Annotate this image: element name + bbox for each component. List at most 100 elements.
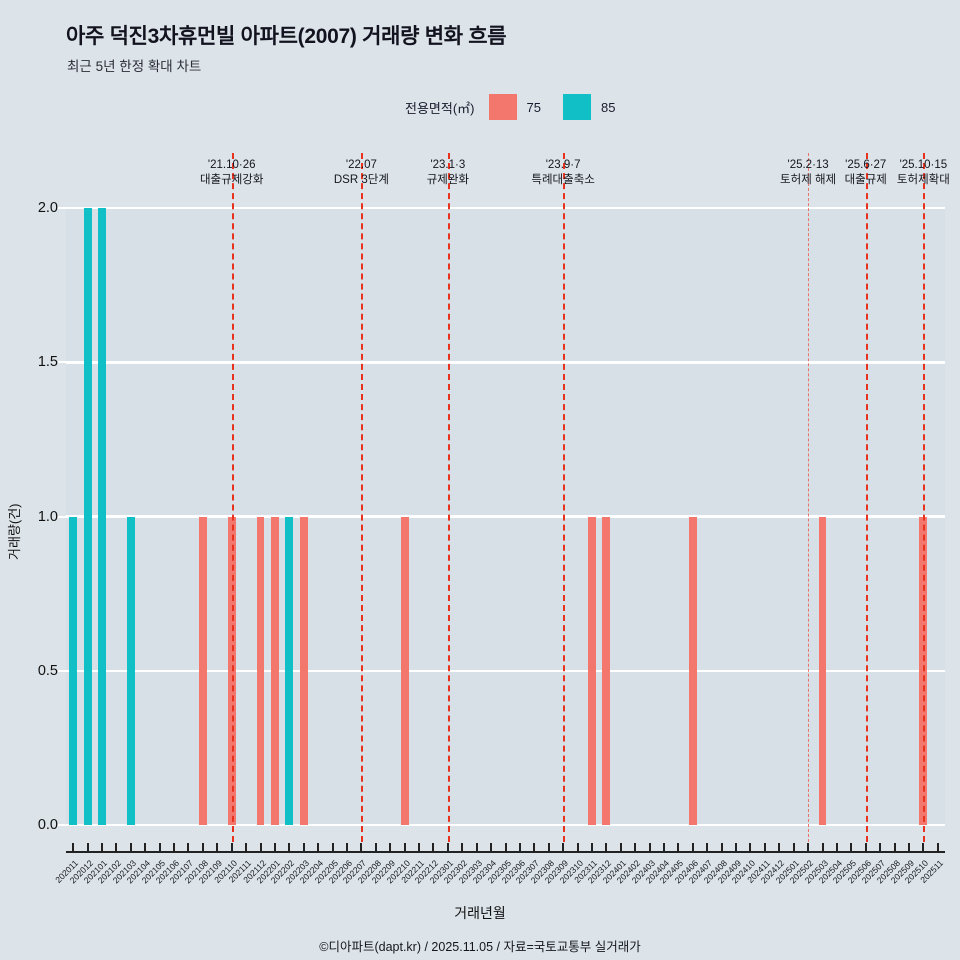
event-text: 대출규제 [844,174,887,186]
event-text: 특례대출축소 [531,174,595,186]
x-tick-mark [273,843,276,852]
event-line-202510 [923,153,926,842]
x-tick-mark [763,843,766,852]
x-tick-mark [345,843,348,852]
x-tick-mark [879,843,882,852]
y-tick-mark [58,515,66,518]
x-tick-mark [850,843,853,852]
legend-title: 전용면적(㎡) [405,100,475,116]
gridline [66,206,945,210]
bar-202101-85 [98,208,106,825]
x-tick-mark [504,843,507,852]
event-line-202110 [231,153,234,842]
event-date: '22.07 [345,159,377,171]
x-tick-mark [475,843,478,852]
x-tick-mark [389,843,392,852]
x-tick-mark [663,843,665,852]
x-tick-mark [778,843,781,852]
bar-202203-75 [299,516,308,825]
y-axis-label: 거래량(건) [7,503,22,561]
x-tick-mark [605,843,608,852]
x-tick-mark [533,843,536,852]
plot-area [66,153,945,842]
x-tick-mark [245,843,248,852]
x-tick-mark [619,843,622,852]
event-label-202110: '21.10·26 대출규제강화 [200,158,263,188]
x-tick-mark [216,843,219,852]
chart-legend: 전용면적(㎡) 75 85 [405,94,615,120]
x-tick-mark [144,843,147,852]
footer-credit: ©디아파트(dapt.kr) / 2025.11.05 / 자료=국토교통부 실… [319,940,641,954]
x-tick-mark [907,843,910,852]
x-tick-mark [129,843,132,852]
x-tick-mark [547,843,550,852]
gridline [66,515,945,518]
event-label-202502: '25.2·13 토허제 해제 [780,158,836,188]
y-tick-mark [58,361,66,364]
y-tick-mark [58,824,66,826]
event-text: 토허제 해제 [780,174,837,186]
x-tick-mark [86,843,89,852]
event-label-202510: '25.10·15 토허제확대 [897,158,950,188]
event-line-202301 [447,153,450,842]
event-line-202309 [563,153,566,842]
event-line-202506 [865,153,868,842]
event-date: '25.6·27 [845,159,887,171]
event-line-202502 [808,153,810,842]
x-tick-mark [288,843,291,852]
x-tick-mark [187,843,190,852]
x-tick-mark [101,843,104,852]
x-tick-mark [461,843,464,852]
event-text: DSR 3단계 [333,174,389,186]
event-text: 대출규제강화 [199,174,264,186]
x-tick-mark [576,843,579,852]
x-tick-mark [446,843,449,852]
x-tick-mark [432,843,435,852]
x-tick-mark [922,843,925,852]
event-date: '23.1·3 [430,159,466,171]
bar-202201-75 [270,516,279,825]
bar-202103-85 [126,516,135,825]
x-tick-mark [418,843,421,852]
x-tick-mark [302,843,305,852]
bar-202202-85 [285,516,294,825]
x-tick-mark [648,843,651,852]
x-tick-mark [259,843,262,852]
x-tick-mark [158,843,161,852]
bar-202108-75 [198,516,207,825]
x-tick-mark [72,843,75,852]
x-tick-mark [374,843,377,852]
event-date: '25.2·13 [787,159,829,171]
gridline [66,823,945,827]
x-tick-mark [864,843,867,852]
x-tick-mark [735,843,738,852]
y-tick-label: 0.0 [37,817,58,833]
event-label-202207: '22.07 DSR 3단계 [334,158,389,188]
y-tick-mark [58,207,66,209]
x-tick-mark [691,843,694,852]
x-tick-mark [490,843,493,852]
legend-swatch-75 [488,94,517,120]
y-tick-label: 1.0 [37,508,58,525]
legend-label-85: 85 [600,99,616,115]
x-axis-label: 거래년월 [454,905,506,921]
x-tick-mark [403,843,406,852]
x-tick-mark [807,843,810,852]
x-tick-mark [317,843,320,852]
x-tick-mark [821,843,824,852]
event-label-202506: '25.6·27 대출규제 [845,158,887,188]
event-label-202309: '23.9·7 특례대출축소 [531,158,594,188]
gridline [66,361,945,364]
event-label-202301: '23.1·3 규제완화 [427,158,469,188]
bar-202011-85 [69,516,78,825]
x-tick-mark [893,843,896,852]
bar-202312-75 [602,516,611,825]
x-tick-mark [201,843,204,852]
x-tick-mark [749,843,752,852]
event-text: 토허제확대 [896,174,950,186]
x-tick-mark [706,843,709,852]
x-tick-mark [230,843,233,852]
x-tick-mark [634,843,637,852]
event-date: '23.9·7 [545,159,581,171]
